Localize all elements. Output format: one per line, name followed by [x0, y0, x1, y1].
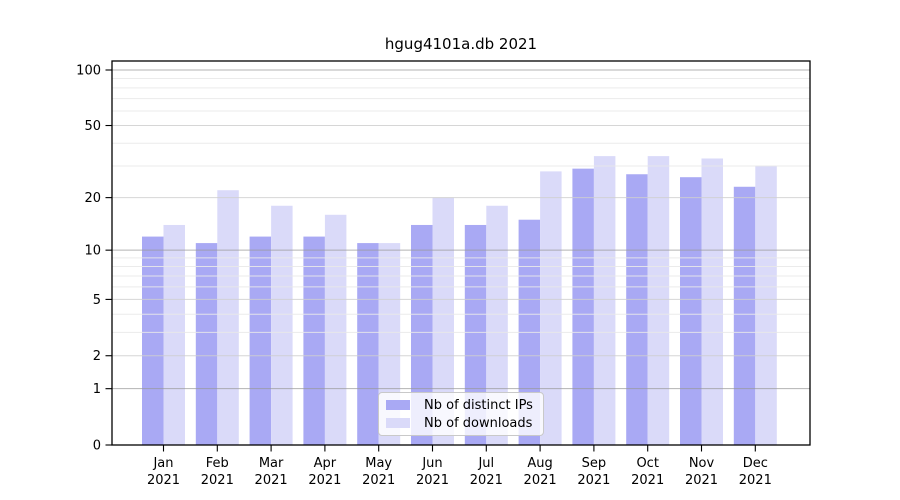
legend: Nb of distinct IPs Nb of downloads: [378, 392, 544, 436]
y-tick-label: 10: [84, 244, 101, 259]
legend-item-downloads: Nb of downloads: [386, 415, 535, 431]
bar-downloads-nov: [701, 158, 723, 446]
legend-label-downloads: Nb of downloads: [424, 415, 533, 431]
legend-swatch-distinct-ips: [386, 400, 410, 410]
bar-downloads-apr: [324, 214, 347, 445]
bar-downloads-jan: [163, 224, 185, 445]
x-tick-label-year: 2021: [416, 473, 449, 488]
bar-downloads-oct: [647, 156, 670, 445]
legend-label-distinct-ips: Nb of distinct IPs: [424, 397, 533, 413]
bar-distinct-ips-may: [357, 243, 379, 445]
bar-distinct-ips-mar: [249, 236, 272, 445]
legend-item-distinct-ips: Nb of distinct IPs: [386, 397, 535, 413]
x-tick-label-year: 2021: [362, 473, 395, 488]
x-tick-label-year: 2021: [685, 473, 718, 488]
y-tick-label: 100: [76, 64, 101, 79]
legend-swatch-downloads: [386, 418, 410, 428]
x-tick-label-year: 2021: [308, 473, 341, 488]
bar-downloads-jun: [432, 197, 454, 445]
x-tick-label-year: 2021: [470, 473, 503, 488]
bar-distinct-ips-jul: [464, 224, 487, 445]
bar-distinct-ips-oct: [626, 174, 648, 445]
x-tick-label-month: May: [365, 456, 392, 471]
x-tick-label-month: Aug: [527, 456, 552, 471]
bar-downloads-mar: [271, 205, 293, 445]
x-tick-label-year: 2021: [577, 473, 610, 488]
bar-distinct-ips-dec: [733, 186, 756, 445]
x-tick-label-year: 2021: [631, 473, 664, 488]
bar-distinct-ips-apr: [303, 236, 325, 445]
bar-distinct-ips-sep: [572, 168, 594, 445]
y-tick-label: 20: [84, 191, 101, 206]
y-tick-label: 1: [93, 382, 101, 397]
x-tick-label-month: Mar: [259, 456, 284, 471]
y-tick-label: 5: [93, 293, 101, 308]
x-tick-label-month: Oct: [636, 456, 658, 471]
x-tick-label-month: Feb: [206, 456, 229, 471]
x-tick-label-month: Apr: [314, 456, 337, 471]
bar-downloads-aug: [540, 171, 562, 446]
chart-title: hgug4101a.db 2021: [384, 35, 538, 53]
x-tick-label-year: 2021: [201, 473, 234, 488]
bar-distinct-ips-feb: [195, 243, 218, 445]
x-tick-label-month: Jul: [477, 456, 494, 471]
bar-downloads-dec: [755, 165, 777, 445]
y-tick-label: 50: [84, 119, 101, 134]
plot-border: [111, 60, 811, 446]
bar-distinct-ips-jun: [411, 224, 433, 445]
bar-downloads-feb: [217, 190, 239, 445]
x-tick-label-month: Jan: [152, 456, 173, 471]
bar-downloads-sep: [593, 156, 616, 445]
x-tick-label-year: 2021: [147, 473, 180, 488]
x-tick-label-month: Dec: [743, 456, 768, 471]
bar-downloads-jul: [486, 205, 508, 445]
x-tick-label-year: 2021: [739, 473, 772, 488]
x-tick-label-month: Sep: [582, 456, 607, 471]
y-tick-label: 0: [93, 439, 101, 454]
y-tick-label: 2: [93, 349, 101, 364]
x-tick-label-year: 2021: [255, 473, 288, 488]
x-tick-label-month: Jun: [421, 456, 442, 471]
bar-distinct-ips-nov: [680, 177, 702, 445]
x-tick-label-year: 2021: [524, 473, 557, 488]
bar-distinct-ips-jan: [142, 236, 164, 445]
x-tick-label-month: Nov: [689, 456, 715, 471]
